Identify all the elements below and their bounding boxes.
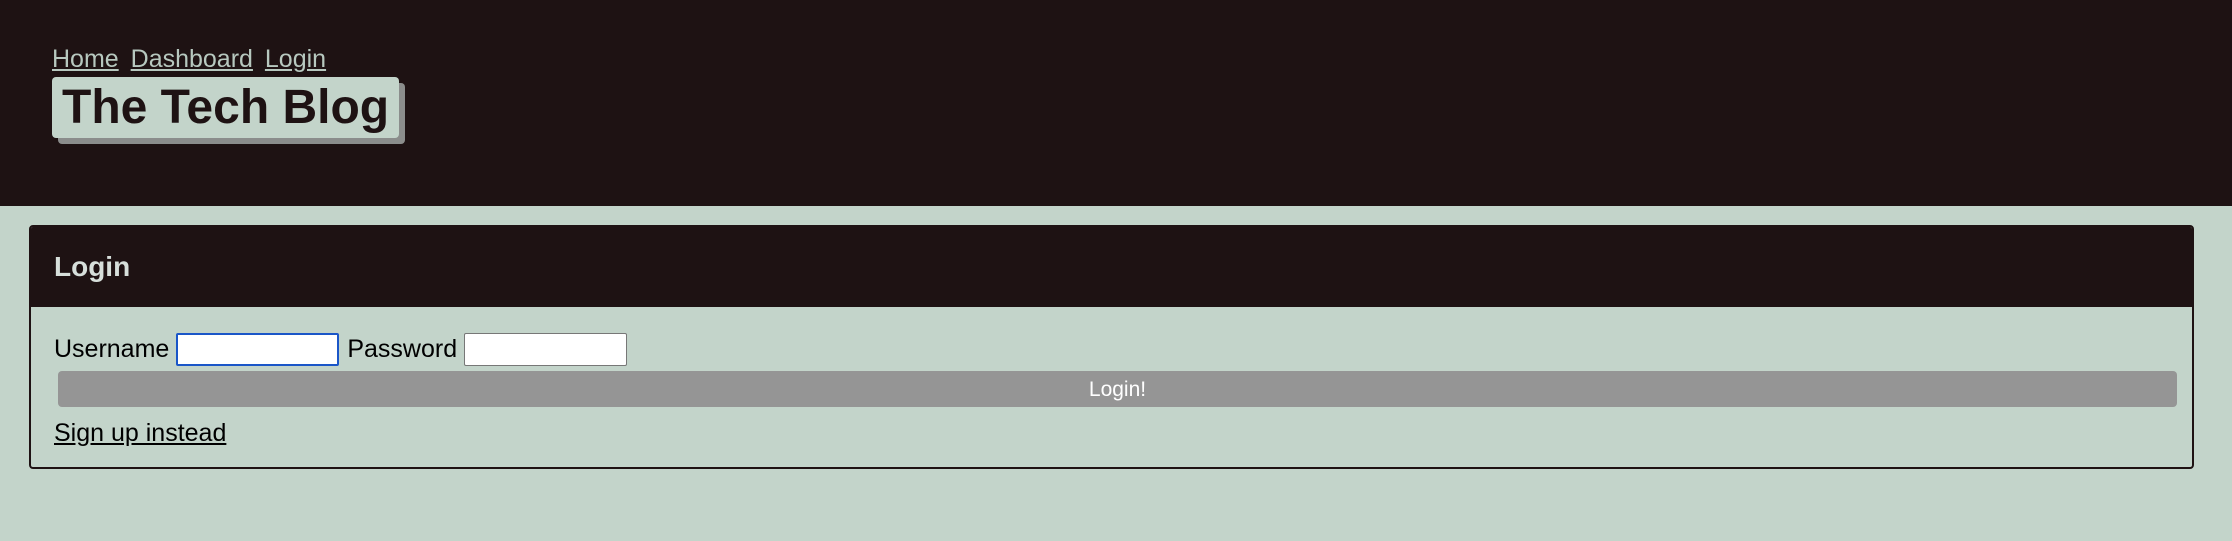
login-card: Login Username Password Login! Sign up i… <box>29 225 2194 469</box>
login-form: Username Password <box>54 332 635 366</box>
nav-link-dashboard[interactable]: Dashboard <box>130 45 253 73</box>
signup-link[interactable]: Sign up instead <box>54 419 227 447</box>
password-input[interactable] <box>464 332 628 366</box>
nav-link-login[interactable]: Login <box>264 45 327 73</box>
password-label: Password <box>347 334 458 363</box>
login-button[interactable]: Login! <box>58 371 2177 407</box>
main-nav: Home Dashboard Login <box>52 44 331 74</box>
username-input[interactable] <box>176 332 340 366</box>
nav-link-home[interactable]: Home <box>52 45 119 73</box>
site-header: Home Dashboard Login The Tech Blog <box>0 0 2232 206</box>
site-title: The Tech Blog <box>52 77 400 138</box>
username-label: Username <box>54 334 170 363</box>
login-card-title: Login <box>31 227 2192 307</box>
